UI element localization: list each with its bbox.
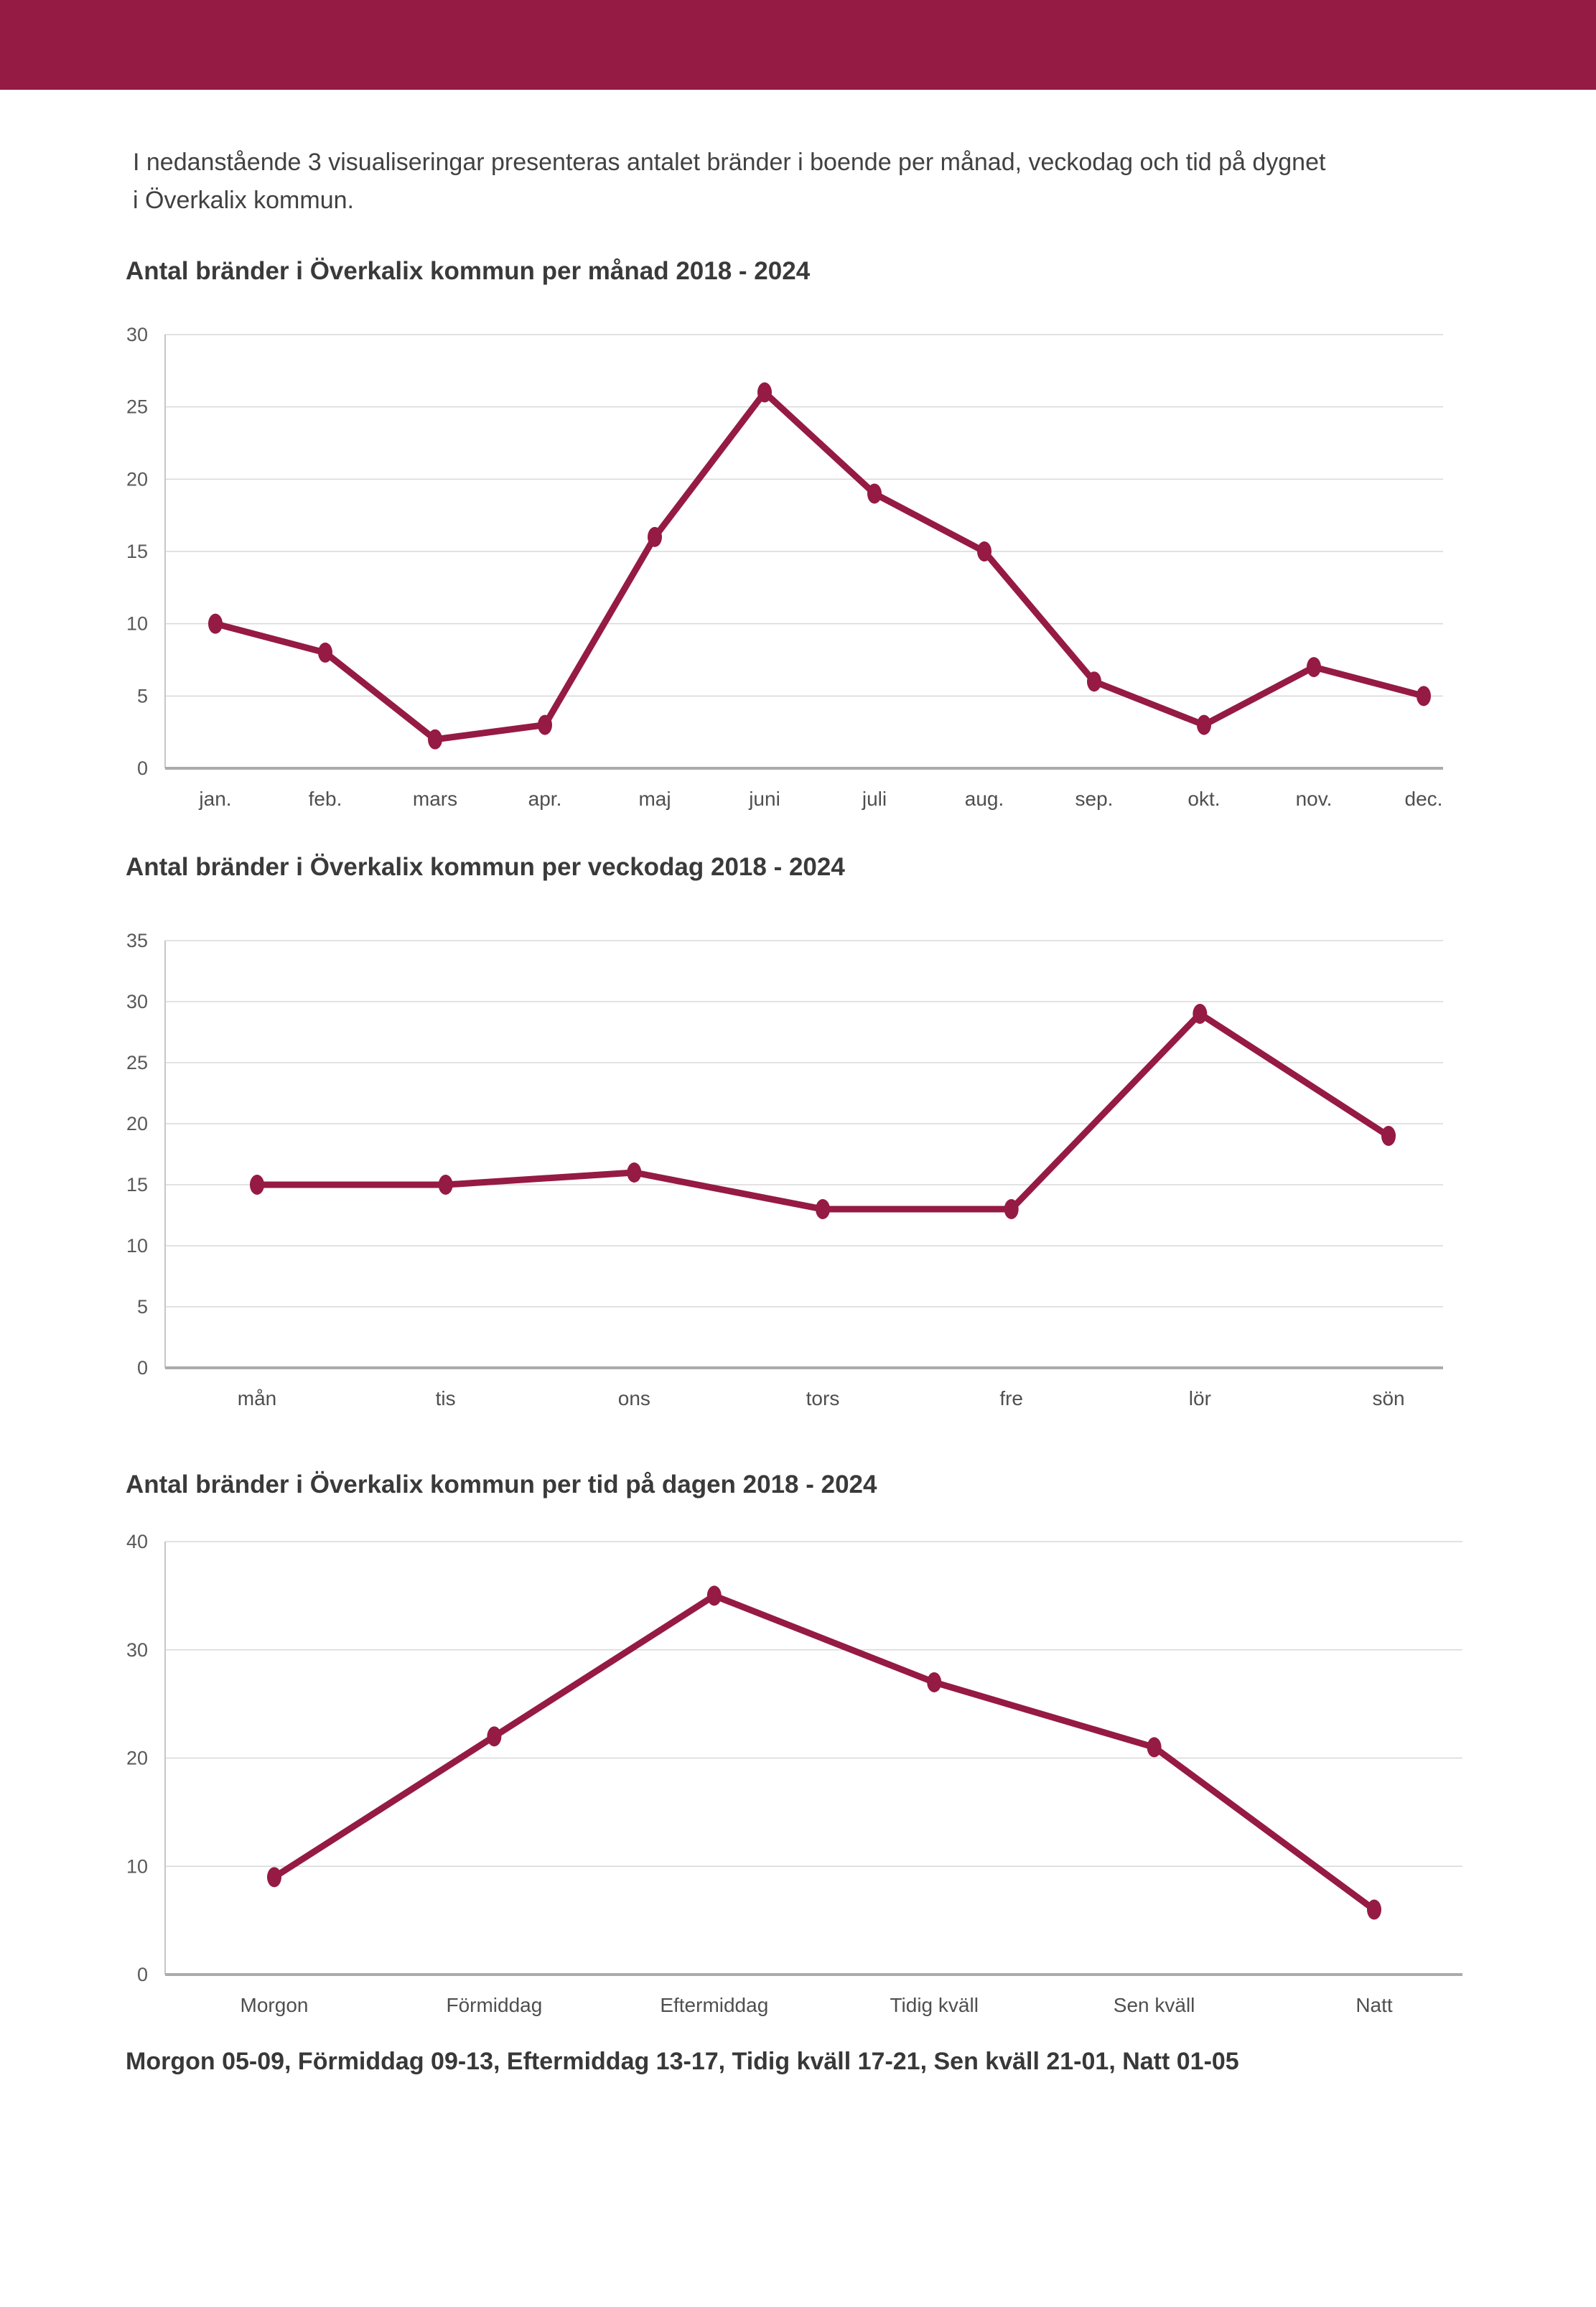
svg-text:0: 0 (137, 1357, 148, 1379)
chart-per-tid-pa-dagen: 0 10 20 30 40 Morgon Förmiddag Eftermiddag Tidig… (126, 1531, 1462, 2016)
svg-text:10: 10 (126, 1855, 148, 1877)
svg-text:juli: juli (862, 788, 887, 810)
svg-text:lör: lör (1189, 1387, 1211, 1409)
svg-text:5: 5 (137, 1296, 148, 1318)
intro-line-1: I nedanstående 3 visualiseringar present… (133, 149, 1326, 176)
svg-text:30: 30 (126, 1639, 148, 1661)
svg-text:okt.: okt. (1187, 788, 1220, 810)
intro-line-2: i Överkalix kommun. (133, 187, 354, 214)
svg-text:20: 20 (126, 468, 148, 490)
svg-text:Sen kväll: Sen kväll (1114, 1994, 1195, 2016)
svg-text:15: 15 (126, 541, 148, 562)
svg-text:sep.: sep. (1075, 788, 1114, 810)
svg-text:0: 0 (137, 758, 148, 779)
svg-text:Förmiddag: Förmiddag (446, 1994, 542, 2016)
chart-per-manad: 0 5 10 15 20 25 30 jan. feb. mars apr. maj juni juli a… (126, 324, 1443, 810)
svg-text:20: 20 (126, 1748, 148, 1769)
svg-text:maj: maj (638, 788, 671, 810)
svg-text:20: 20 (126, 1113, 148, 1134)
intro-paragraph: I nedanstående 3 visualiseringar present… (133, 144, 1497, 220)
svg-text:nov.: nov. (1296, 788, 1333, 810)
svg-text:30: 30 (126, 991, 148, 1012)
svg-text:feb.: feb. (309, 788, 342, 810)
svg-text:dec.: dec. (1405, 788, 1443, 810)
svg-text:tors: tors (806, 1387, 840, 1409)
chart-title-per-tid-pa-dagen: Antal bränder i Överkalix kommun per tid… (126, 1471, 877, 1499)
svg-text:mars: mars (413, 788, 457, 810)
svg-text:10: 10 (126, 1235, 148, 1257)
svg-text:0: 0 (137, 1964, 148, 1985)
svg-text:35: 35 (126, 930, 148, 951)
time-interval-legend: Morgon 05-09, Förmiddag 09-13, Eftermidd… (126, 2048, 1239, 2075)
svg-text:25: 25 (126, 396, 148, 418)
chart-title-per-veckodag: Antal bränder i Överkalix kommun per vec… (126, 853, 845, 881)
header-accent-bar (0, 0, 1596, 90)
svg-text:sön: sön (1372, 1387, 1404, 1409)
svg-text:40: 40 (126, 1531, 148, 1552)
svg-text:25: 25 (126, 1052, 148, 1073)
svg-text:aug.: aug. (965, 788, 1004, 810)
svg-text:mån: mån (238, 1387, 276, 1409)
svg-text:Morgon: Morgon (241, 1994, 309, 2016)
svg-text:juni: juni (748, 788, 780, 810)
svg-text:Eftermiddag: Eftermiddag (660, 1994, 768, 2016)
svg-text:jan.: jan. (198, 788, 231, 810)
svg-text:ons: ons (618, 1387, 650, 1409)
svg-text:10: 10 (126, 613, 148, 635)
svg-text:5: 5 (137, 685, 148, 707)
svg-text:Natt: Natt (1355, 1994, 1393, 2016)
svg-text:tis: tis (436, 1387, 456, 1409)
chart-per-veckodag: 0 5 10 15 20 25 30 35 mån tis ons tors fre lör sön (126, 930, 1443, 1409)
svg-text:30: 30 (126, 324, 148, 345)
svg-text:fre: fre (999, 1387, 1023, 1409)
chart-title-per-manad: Antal bränder i Överkalix kommun per mån… (126, 257, 811, 285)
svg-text:apr.: apr. (528, 788, 562, 810)
svg-text:Tidig kväll: Tidig kväll (890, 1994, 978, 2016)
svg-text:15: 15 (126, 1174, 148, 1196)
